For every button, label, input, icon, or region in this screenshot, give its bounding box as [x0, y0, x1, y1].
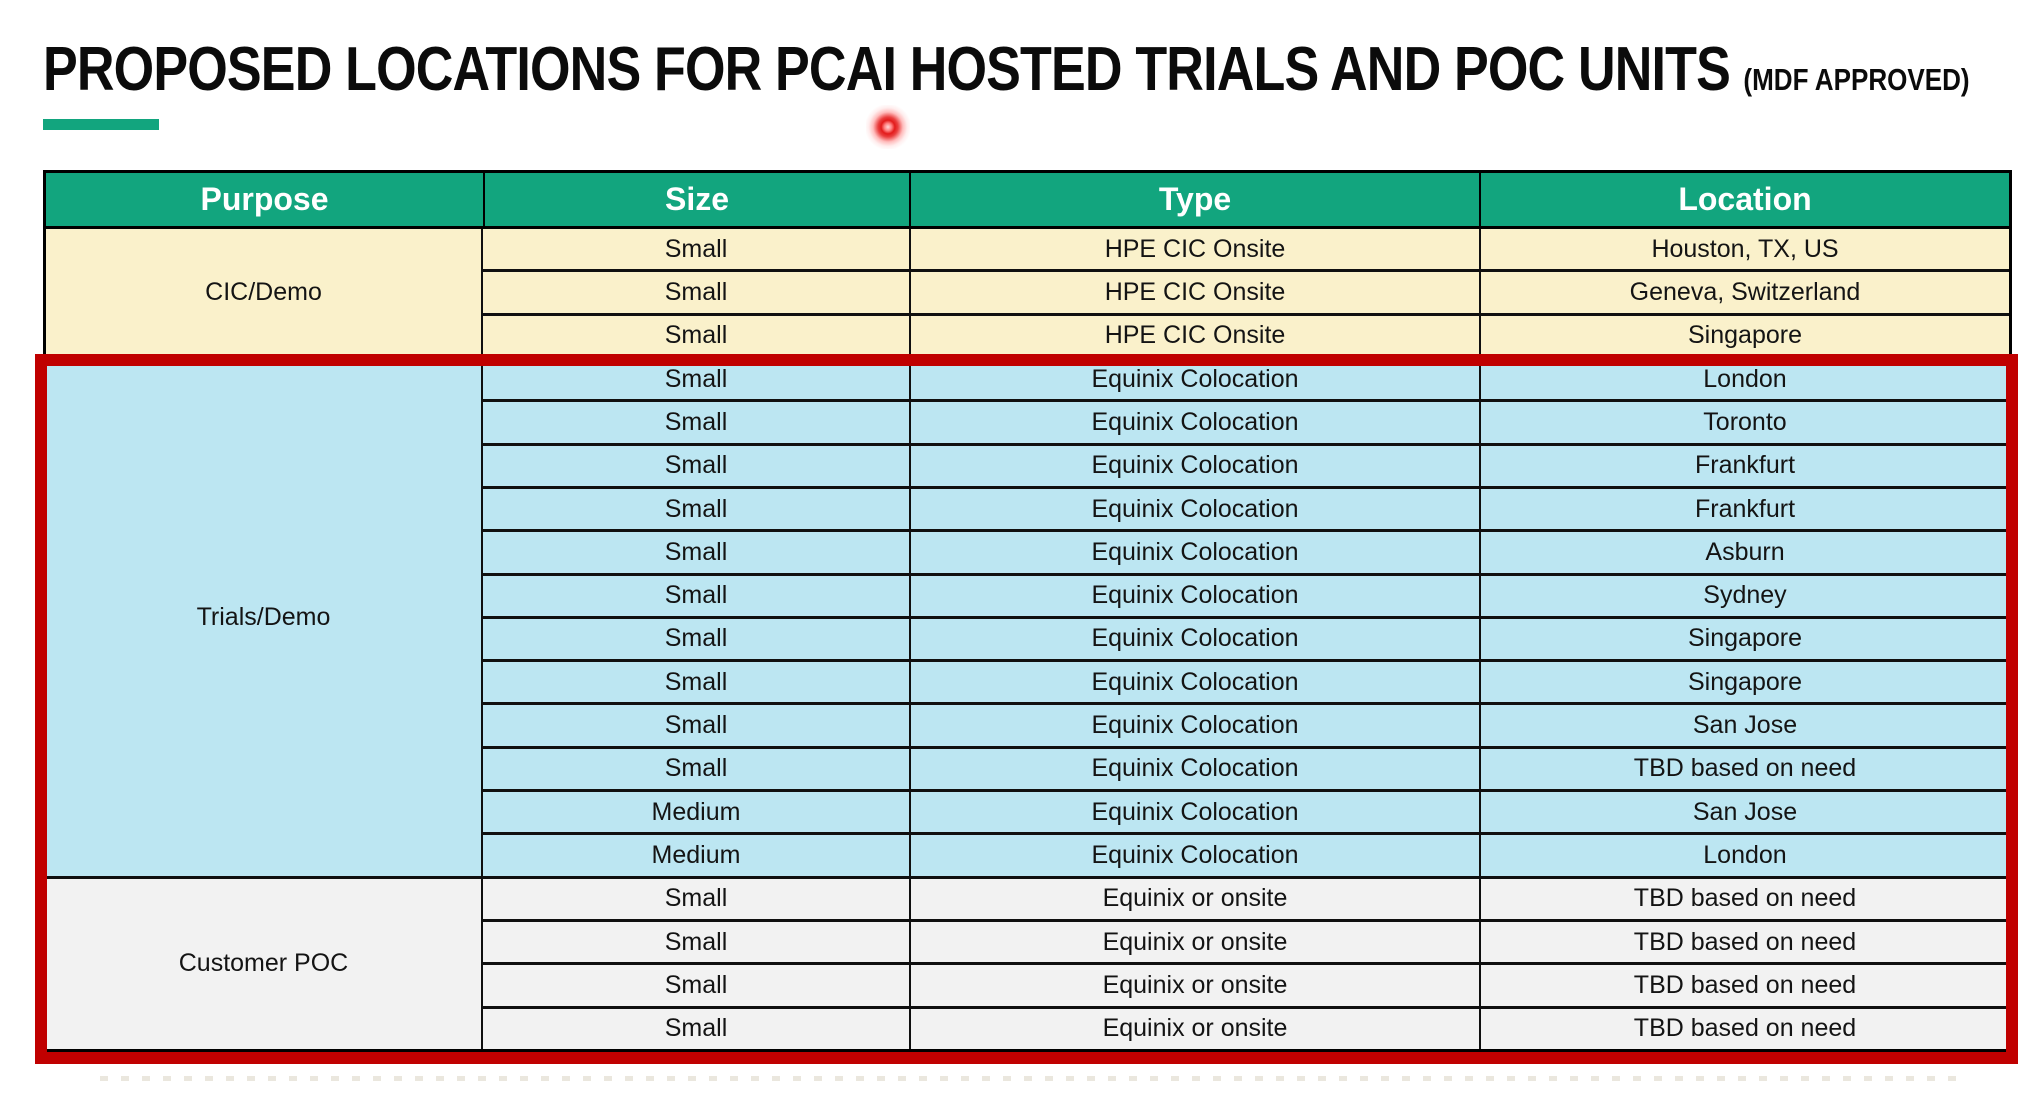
table-header-row: Purpose Size Type Location	[46, 173, 2009, 229]
table-row: Small Equinix Colocation Sydney	[483, 572, 2009, 616]
slide-title-suffix: (MDF APPROVED)	[1743, 62, 1970, 97]
location-cell: TBD based on need	[1479, 965, 2009, 1006]
type-cell: Equinix Colocation	[909, 532, 1479, 573]
size-cell: Small	[664, 364, 728, 393]
location-cell: TBD based on need	[1479, 878, 2009, 920]
type-cell: Equinix Colocation	[909, 402, 1479, 443]
type-cell: Equinix Colocation	[909, 662, 1479, 703]
location-cell: Sydney	[1479, 575, 2009, 616]
table-row: Medium Equinix Colocation London	[483, 832, 2009, 876]
header-purpose: Purpose	[200, 181, 329, 217]
type-cell: Equinix Colocation	[909, 705, 1479, 746]
table-row: Small Equinix Colocation TBD based on need	[483, 745, 2009, 790]
table-body: CIC/Demo Small HPE CIC Onsite Houston, TX, …	[46, 229, 2009, 1050]
section-customer-poc: Customer POC Small Equinix or onsite TBD ba…	[46, 875, 2009, 1050]
table-row: Small Equinix or onsite TBD based on need	[483, 919, 2009, 963]
type-cell: Equinix or onsite	[909, 878, 1479, 920]
size-cell: Small	[664, 624, 728, 653]
location-cell: Geneva, Switzerland	[1479, 272, 2009, 313]
type-cell: Equinix Colocation	[909, 358, 1479, 400]
type-cell: Equinix Colocation	[909, 575, 1479, 616]
size-cell: Small	[664, 927, 728, 956]
size-cell: Medium	[651, 797, 741, 826]
slide-title-main: PROPOSED LOCATIONS FOR PCAI HOSTED TRIAL…	[43, 35, 1731, 104]
type-cell: Equinix Colocation	[909, 748, 1479, 790]
bottom-dotted-line	[100, 1076, 1960, 1081]
locations-table: Purpose Size Type Location CIC/Demo Small…	[43, 170, 2012, 1052]
size-cell: Small	[664, 711, 728, 740]
slide-title: PROPOSED LOCATIONS FOR PCAI HOSTED TRIAL…	[43, 34, 1970, 105]
location-cell: London	[1479, 835, 2009, 876]
table-row: Small Equinix or onsite TBD based on need	[483, 878, 2009, 920]
size-cell: Medium	[651, 841, 741, 870]
table-row: Small HPE CIC Onsite Singapore	[483, 312, 2009, 356]
type-cell: HPE CIC Onsite	[909, 272, 1479, 313]
type-cell: Equinix Colocation	[909, 488, 1479, 530]
type-cell: Equinix Colocation	[909, 618, 1479, 660]
type-cell: Equinix Colocation	[909, 835, 1479, 876]
size-cell: Small	[664, 884, 728, 913]
size-cell: Small	[664, 971, 728, 1000]
size-cell: Small	[664, 1014, 728, 1043]
size-cell: Small	[664, 407, 728, 436]
table-row: Small Equinix Colocation London	[483, 358, 2009, 400]
table-row: Small Equinix or onsite TBD based on need	[483, 1005, 2009, 1049]
table-row: Small Equinix Colocation Toronto	[483, 399, 2009, 443]
table-row: Small Equinix Colocation Singapore	[483, 615, 2009, 660]
type-cell: Equinix or onsite	[909, 922, 1479, 963]
section-rows: Small Equinix Colocation London Small Equini…	[483, 358, 2009, 876]
size-cell: Small	[664, 581, 728, 610]
type-cell: Equinix Colocation	[909, 445, 1479, 486]
header-type: Type	[909, 173, 1479, 226]
header-size: Size	[483, 173, 909, 226]
table-row: Small HPE CIC Onsite Houston, TX, US	[483, 229, 2009, 270]
location-cell: Asburn	[1479, 532, 2009, 573]
type-cell: Equinix or onsite	[909, 1008, 1479, 1049]
location-cell: TBD based on need	[1479, 1008, 2009, 1049]
size-cell: Small	[664, 321, 728, 350]
type-cell: Equinix or onsite	[909, 965, 1479, 1006]
type-cell: Equinix Colocation	[909, 792, 1479, 833]
laser-pointer-dot	[866, 105, 910, 149]
section-trials-demo: Trials/Demo Small Equinix Colocation London…	[46, 355, 2009, 876]
section-rows: Small HPE CIC Onsite Houston, TX, US Small H…	[483, 229, 2009, 356]
purpose-cell-cic-demo: CIC/Demo	[46, 229, 483, 356]
section-cic-demo: CIC/Demo Small HPE CIC Onsite Houston, TX, …	[46, 229, 2009, 356]
location-cell: Singapore	[1479, 618, 2009, 660]
type-cell: HPE CIC Onsite	[909, 315, 1479, 356]
size-cell: Small	[664, 754, 728, 783]
size-cell: Small	[664, 451, 728, 480]
location-cell: Frankfurt	[1479, 445, 2009, 486]
purpose-cell-trials-demo: Trials/Demo	[46, 358, 483, 876]
location-cell: TBD based on need	[1479, 748, 2009, 790]
table-row: Small Equinix Colocation San Jose	[483, 702, 2009, 746]
header-location: Location	[1479, 173, 2009, 226]
table-row: Small Equinix Colocation Frankfurt	[483, 485, 2009, 530]
location-cell: San Jose	[1479, 792, 2009, 833]
table-row: Small Equinix Colocation Asburn	[483, 529, 2009, 573]
location-cell: London	[1479, 358, 2009, 400]
location-cell: Frankfurt	[1479, 488, 2009, 530]
location-cell: Houston, TX, US	[1479, 229, 2009, 270]
size-cell: Small	[664, 537, 728, 566]
size-cell: Small	[664, 277, 728, 306]
table-row: Small Equinix Colocation Singapore	[483, 659, 2009, 703]
table-row: Small Equinix or onsite TBD based on need	[483, 962, 2009, 1006]
table-row: Small Equinix Colocation Frankfurt	[483, 442, 2009, 486]
type-cell: HPE CIC Onsite	[909, 229, 1479, 270]
size-cell: Small	[664, 667, 728, 696]
location-cell: Singapore	[1479, 315, 2009, 356]
location-cell: San Jose	[1479, 705, 2009, 746]
section-rows: Small Equinix or onsite TBD based on need S…	[483, 878, 2009, 1049]
size-cell: Small	[664, 494, 728, 523]
purpose-cell-customer-poc: Customer POC	[46, 878, 483, 1050]
title-accent-bar	[43, 119, 159, 130]
location-cell: Toronto	[1479, 402, 2009, 443]
location-cell: Singapore	[1479, 662, 2009, 703]
location-cell: TBD based on need	[1479, 922, 2009, 963]
table-row: Medium Equinix Colocation San Jose	[483, 789, 2009, 833]
table-row: Small HPE CIC Onsite Geneva, Switzerland	[483, 269, 2009, 313]
size-cell: Small	[664, 234, 728, 263]
